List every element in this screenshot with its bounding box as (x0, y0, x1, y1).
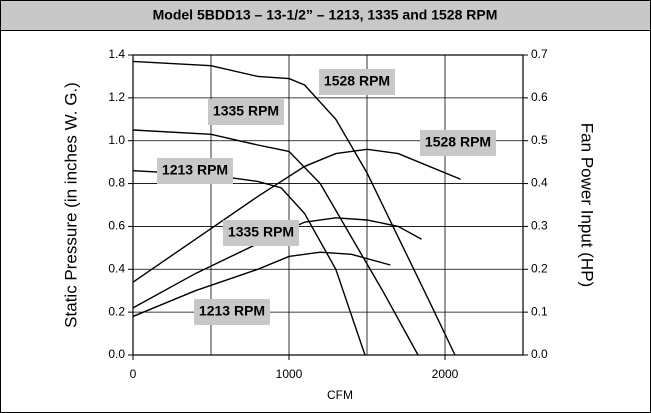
x-tick-label: 1000 (276, 367, 303, 381)
x-axis-label: CFM (327, 388, 353, 402)
annotation-box (157, 158, 233, 184)
annotation: 1335 RPM (213, 103, 279, 119)
curve (132, 148, 461, 283)
curve (132, 251, 391, 318)
y2-tick-label: 0.6 (531, 90, 548, 104)
y-tick-label: 1.0 (108, 133, 125, 147)
curve (132, 60, 456, 356)
y-axis-label: Static Pressure (in inches W. G.) (61, 82, 80, 328)
y2-tick-label: 0.0 (531, 347, 548, 361)
annotation-box (194, 299, 270, 325)
curve (132, 129, 419, 356)
y2-tick-label: 0.2 (531, 261, 548, 275)
y-tick-label: 0.4 (108, 261, 125, 275)
x-tick-label: 2000 (432, 367, 459, 381)
annotation-box (208, 99, 284, 125)
annotation-box (420, 130, 496, 156)
annotation: 1335 RPM (228, 224, 294, 240)
annotation-box (223, 220, 299, 246)
curve (132, 217, 422, 309)
annotation: 1528 RPM (324, 73, 390, 89)
y-tick-label: 1.2 (108, 90, 125, 104)
y-tick-label: 0.0 (108, 347, 125, 361)
y2-tick-label: 0.4 (531, 176, 548, 190)
y2-tick-label: 0.3 (531, 219, 548, 233)
y-tick-label: 0.8 (108, 176, 125, 190)
chart-title: Model 5BDD13 – 13-1/2” – 1213, 1335 and … (153, 7, 498, 23)
y-tick-label: 0.6 (108, 219, 125, 233)
x-tick-label: 0 (130, 367, 137, 381)
y2-tick-label: 0.1 (531, 304, 548, 318)
annotation: 1213 RPM (162, 162, 228, 178)
title-bar (0, 0, 651, 31)
y-tick-label: 1.4 (108, 47, 125, 61)
y2-tick-label: 0.7 (531, 47, 548, 61)
annotation: 1528 RPM (425, 134, 491, 150)
y-tick-label: 0.2 (108, 304, 125, 318)
annotation-box (319, 69, 395, 95)
annotation: 1213 RPM (199, 303, 265, 319)
y2-axis-label: Fan Power Input (HP) (578, 123, 597, 287)
y2-tick-label: 0.5 (531, 133, 548, 147)
